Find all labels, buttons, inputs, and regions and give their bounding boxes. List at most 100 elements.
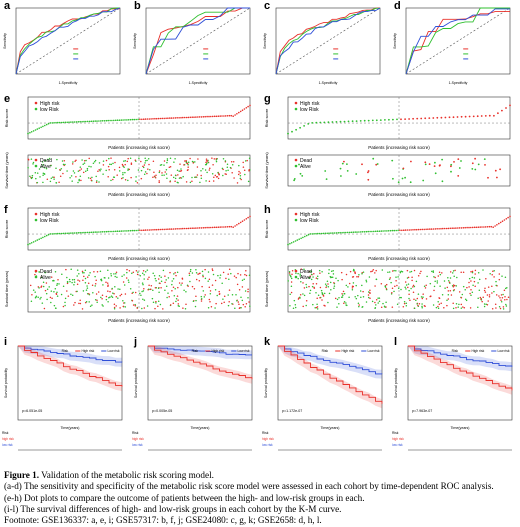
risk-point [137,118,139,121]
risk-point [34,129,37,131]
risk-point [42,125,44,128]
survival-point [94,275,96,278]
survival-point [126,160,129,163]
survival-point [491,308,494,310]
risk-point [53,122,55,124]
survival-point [504,276,507,278]
risk-point [359,120,362,122]
survival-point [450,165,452,168]
risk-point [165,117,167,120]
survival-point [331,276,334,278]
survival-frame [287,265,511,313]
survival-point [460,160,462,162]
survival-point [241,279,244,281]
survival-point [456,276,458,279]
risk-point [476,115,479,118]
survival-point [127,179,129,182]
survival-point [248,274,251,276]
survival-point [361,284,363,287]
risk-y-label: Risk score [4,108,9,127]
survival-point [82,171,85,174]
survival-point [433,285,436,288]
survival-point [195,176,198,178]
risk-point [127,119,130,121]
risk-point [118,119,121,121]
survival-point [60,293,63,296]
risk-point [129,118,132,121]
risk-point [223,226,225,228]
survival-point [340,271,343,274]
survival-point [142,290,145,292]
survival-point [58,181,60,183]
risk-point [457,227,459,229]
survival-point [493,276,495,278]
survival-point [299,273,301,275]
survival-point [152,160,155,163]
risk-point [232,115,234,117]
survival-point [81,159,83,161]
risk-point [66,121,68,124]
survival-point [321,299,323,301]
survival-point [239,172,241,174]
risk-point [32,241,35,243]
survival-point [112,292,114,294]
survival-point [73,284,75,286]
survival-point [365,301,368,303]
survival-point [312,283,314,285]
survival-point [391,287,394,289]
survival-point [154,307,156,310]
survival-point [397,181,400,184]
survival-point [126,268,128,271]
survival-point [323,304,325,307]
survival-point [185,159,187,162]
risk-point [315,232,317,235]
survival-point [367,296,370,299]
survival-point [300,268,302,270]
risk-point [501,220,504,222]
survival-point [417,304,419,307]
survival-point [247,297,249,299]
survival-point [147,278,149,280]
survival-point [224,160,227,162]
survival-point [174,288,176,290]
survival-point [102,305,104,307]
survival-point [122,299,124,302]
survival-point [45,292,48,295]
survival-point [291,273,293,275]
survival-point [91,284,94,286]
survival-point [158,275,161,277]
survival-point [131,299,134,302]
survival-y-label: Survival time (years) [4,270,9,307]
risk-point [327,121,330,124]
survival-point [176,169,179,171]
risk-point [479,226,481,228]
survival-point [155,174,157,176]
survival-point [460,296,463,299]
survival-point [235,276,237,279]
risk-point [57,121,59,124]
risk-point [146,229,149,231]
survival-point [74,160,76,162]
survival-point [88,157,90,160]
survival-point [141,290,143,293]
roc-y-label: Sensitivity [3,33,7,49]
risk-point [189,116,192,119]
risk-point [141,229,143,232]
survival-point [108,169,110,171]
survival-point [116,276,118,279]
risk-point [356,231,358,233]
survival-point [132,304,135,306]
risk-point [96,231,98,233]
survival-point [237,173,240,176]
survival-point [333,281,335,284]
risk-point [81,231,83,234]
survival-point [473,280,476,283]
panel-k-km: k p=1.172e-07 Risk High risk Low risk Surviv… [260,336,390,466]
risk-point [294,240,297,242]
survival-point [230,161,233,163]
survival-point [184,160,186,162]
survival-point [460,307,463,309]
risk-point [302,236,304,239]
risk-point [198,116,201,118]
survival-point [439,273,442,276]
